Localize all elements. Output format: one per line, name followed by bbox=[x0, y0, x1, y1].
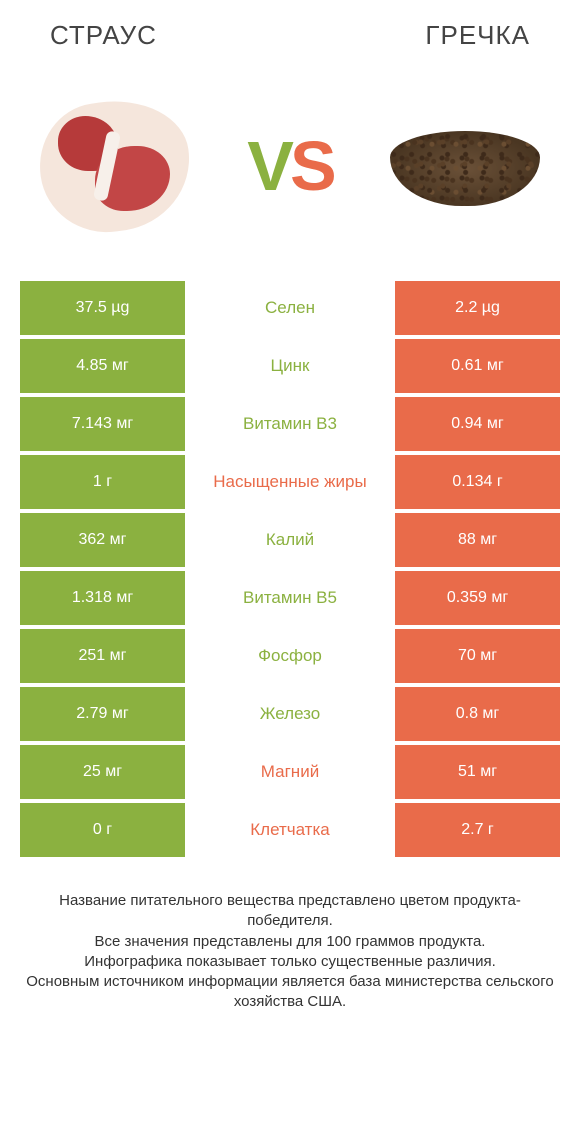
table-row: 4.85 мгЦинк0.61 мг bbox=[20, 339, 560, 393]
table-row: 37.5 µgСелен2.2 µg bbox=[20, 281, 560, 335]
table-row: 1 гНасыщенные жиры0.134 г bbox=[20, 455, 560, 509]
food-image-left bbox=[30, 91, 200, 241]
vs-v: V bbox=[247, 127, 290, 205]
nutrient-label: Витамин B3 bbox=[185, 397, 395, 451]
value-right: 0.61 мг bbox=[395, 339, 560, 393]
value-right: 70 мг bbox=[395, 629, 560, 683]
value-left: 4.85 мг bbox=[20, 339, 185, 393]
value-left: 37.5 µg bbox=[20, 281, 185, 335]
title-left: СТРАУС bbox=[50, 20, 157, 51]
table-row: 25 мгМагний51 мг bbox=[20, 745, 560, 799]
nutrient-label: Железо bbox=[185, 687, 395, 741]
footer-notes: Название питательного вещества представл… bbox=[0, 861, 580, 1013]
nutrient-label: Насыщенные жиры bbox=[185, 455, 395, 509]
meat-illustration bbox=[40, 101, 190, 231]
food-image-right bbox=[380, 91, 550, 241]
value-right: 0.134 г bbox=[395, 455, 560, 509]
value-left: 0 г bbox=[20, 803, 185, 857]
value-left: 251 мг bbox=[20, 629, 185, 683]
value-right: 0.94 мг bbox=[395, 397, 560, 451]
value-left: 362 мг bbox=[20, 513, 185, 567]
header: СТРАУС ГРЕЧКА bbox=[0, 0, 580, 61]
value-left: 1.318 мг bbox=[20, 571, 185, 625]
vs-row: VS bbox=[0, 61, 580, 281]
table-row: 2.79 мгЖелезо0.8 мг bbox=[20, 687, 560, 741]
value-left: 1 г bbox=[20, 455, 185, 509]
nutrient-label: Витамин B5 bbox=[185, 571, 395, 625]
nutrient-label: Фосфор bbox=[185, 629, 395, 683]
nutrient-label: Калий bbox=[185, 513, 395, 567]
footer-line: Основным источником информации является … bbox=[25, 972, 555, 1013]
table-row: 0 гКлетчатка2.7 г bbox=[20, 803, 560, 857]
value-right: 0.359 мг bbox=[395, 571, 560, 625]
vs-s: S bbox=[290, 127, 333, 205]
table-row: 1.318 мгВитамин B50.359 мг bbox=[20, 571, 560, 625]
footer-line: Название питательного вещества представл… bbox=[25, 891, 555, 932]
footer-line: Все значения представлены для 100 граммо… bbox=[25, 932, 555, 952]
vs-label: VS bbox=[247, 126, 332, 206]
nutrient-label: Цинк bbox=[185, 339, 395, 393]
value-right: 51 мг bbox=[395, 745, 560, 799]
value-right: 2.7 г bbox=[395, 803, 560, 857]
value-right: 2.2 µg bbox=[395, 281, 560, 335]
value-left: 7.143 мг bbox=[20, 397, 185, 451]
title-right: ГРЕЧКА bbox=[425, 20, 530, 51]
table-row: 362 мгКалий88 мг bbox=[20, 513, 560, 567]
nutrient-label: Магний bbox=[185, 745, 395, 799]
footer-line: Инфографика показывает только существенн… bbox=[25, 952, 555, 972]
buckwheat-illustration bbox=[380, 121, 550, 211]
table-row: 7.143 мгВитамин B30.94 мг bbox=[20, 397, 560, 451]
table-row: 251 мгФосфор70 мг bbox=[20, 629, 560, 683]
nutrient-label: Селен bbox=[185, 281, 395, 335]
nutrient-label: Клетчатка bbox=[185, 803, 395, 857]
comparison-table: 37.5 µgСелен2.2 µg4.85 мгЦинк0.61 мг7.14… bbox=[0, 281, 580, 857]
value-left: 2.79 мг bbox=[20, 687, 185, 741]
value-right: 88 мг bbox=[395, 513, 560, 567]
value-left: 25 мг bbox=[20, 745, 185, 799]
value-right: 0.8 мг bbox=[395, 687, 560, 741]
